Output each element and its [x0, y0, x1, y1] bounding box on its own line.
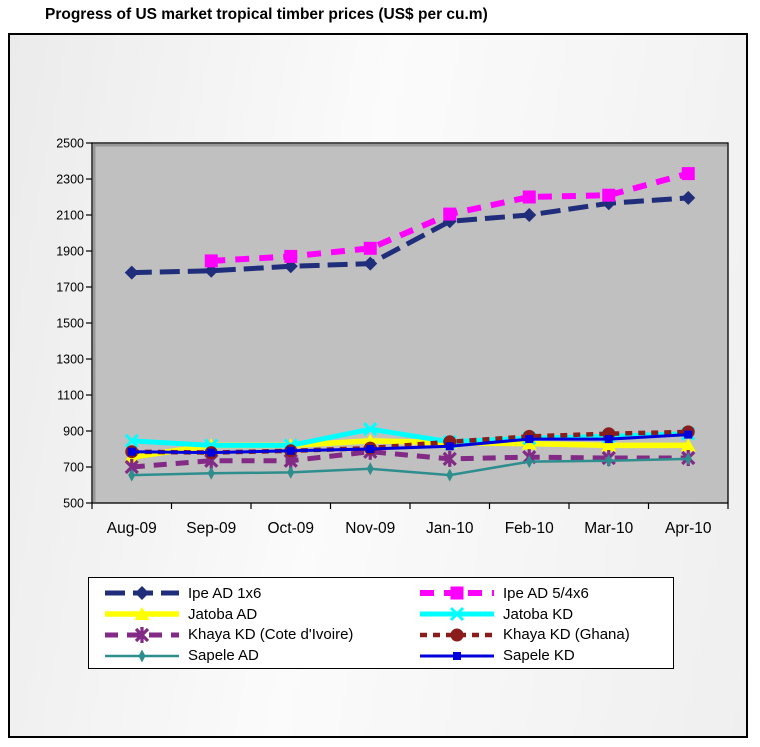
y-axis-tick-label: 500 [63, 496, 84, 510]
series-marker-vdiamond [605, 454, 613, 468]
series-marker-vdiamond [446, 468, 454, 482]
y-axis-tick-label: 2300 [56, 172, 84, 186]
series-line-jatoba-kd [131, 426, 689, 448]
y-axis-tick-label: 2500 [56, 136, 84, 150]
series-line-ipe-ad-1x6 [131, 195, 689, 276]
series-marker-square-small [684, 430, 693, 439]
series-marker-square [443, 207, 457, 221]
y-axis-tick-label: 900 [63, 424, 84, 438]
chart-title: Progress of US market tropical timber pr… [45, 6, 488, 23]
series-marker-triangle [680, 438, 696, 452]
legend-item-jatoba-kd: Jatoba KD [417, 605, 573, 623]
series-line-sapele-kd [131, 433, 689, 455]
legend-item-khaya-kd-ghana: Khaya KD (Ghana) [417, 626, 630, 644]
legend-item-ipe-ad-1x6: Ipe AD 1x6 [89, 584, 417, 602]
series-marker-vdiamond [138, 649, 146, 663]
series-marker-vdiamond [525, 455, 533, 469]
legend-line-sample-icon [420, 607, 494, 622]
legend-item-sapele-kd: Sapele KD [417, 647, 575, 665]
legend-label: Sapele KD [503, 647, 575, 665]
series-marker-square [602, 188, 616, 202]
x-axis-category-label: Nov-09 [345, 520, 395, 537]
series-marker-square [204, 254, 218, 268]
series-marker-triangle [134, 607, 150, 621]
series-line-khaya-kd-cote-d-ivoire [131, 449, 689, 470]
series-marker-diamond [522, 208, 537, 222]
x-axis-category-label: Sep-09 [186, 520, 236, 537]
series-marker-square [522, 190, 536, 204]
series-marker-triangle [601, 438, 617, 452]
legend-line-sample-icon [105, 626, 179, 643]
series-marker-diamond [363, 256, 378, 271]
series-line-sapele-ad [131, 457, 689, 477]
legend-line-sample-icon [105, 607, 179, 621]
series-marker-diamond [124, 265, 139, 280]
legend-label: Ipe AD 5/4x6 [503, 584, 589, 602]
legend-row: Ipe AD 1x6 Ipe AD 5/4x6 [89, 583, 673, 604]
y-axis-tick-label: 700 [63, 460, 84, 474]
series-marker-circle [450, 628, 464, 642]
series-marker-square-small [604, 435, 613, 444]
series-marker-vdiamond [366, 462, 374, 476]
series-marker-star [134, 626, 150, 643]
series-marker-vdiamond [287, 465, 295, 479]
series-marker-x [449, 607, 465, 622]
legend-label: Sapele AD [188, 647, 259, 665]
x-axis-category-label: Feb-10 [505, 520, 554, 537]
series-marker-x [363, 422, 378, 437]
x-axis-category-label: Aug-09 [107, 520, 157, 537]
series-marker-square [284, 249, 298, 263]
series-marker-vdiamond [207, 466, 215, 480]
y-axis-tick-label: 1100 [57, 388, 84, 402]
series-marker-x [124, 433, 139, 448]
legend-label: Jatoba KD [503, 605, 574, 623]
y-axis-tick-label: 1900 [56, 244, 84, 258]
legend-item-khaya-kd-cote-d-ivoire: Khaya KD (Cote d'Ivoire) [89, 626, 417, 644]
series-marker-square [363, 241, 377, 255]
x-axis-category-label: Jan-10 [426, 520, 474, 537]
legend-label: Khaya KD (Ghana) [503, 626, 630, 644]
legend-item-jatoba-ad: Jatoba AD [89, 605, 417, 623]
y-axis-tick-label: 2100 [56, 208, 84, 222]
series-marker-square-small [525, 435, 534, 444]
x-axis-category-label: Apr-10 [665, 520, 712, 537]
legend-line-sample-icon [420, 651, 494, 660]
series-marker-square-small [366, 445, 375, 453]
series-marker-star [442, 450, 457, 467]
legend-row: Sapele AD Sapele KD [89, 645, 673, 666]
legend-row: Khaya KD (Cote d'Ivoire) Khaya KD (Ghana) [89, 625, 673, 646]
legend-row: Jatoba AD Jatoba KD [89, 604, 673, 625]
series-marker-square-small [453, 651, 461, 660]
series-marker-vdiamond [128, 468, 136, 482]
legend-label: Ipe AD 1x6 [188, 584, 262, 602]
legend-line-sample-icon [420, 586, 494, 600]
legend-label: Khaya KD (Cote d'Ivoire) [188, 626, 354, 644]
series-marker-diamond [135, 586, 149, 601]
series-marker-square-small [127, 447, 136, 456]
legend-label: Jatoba AD [188, 605, 258, 623]
legend-line-sample-icon [420, 628, 494, 642]
series-marker-square-small [286, 446, 295, 455]
legend-item-ipe-ad-5-4x6: Ipe AD 5/4x6 [417, 584, 589, 602]
series-marker-square-small [445, 442, 454, 451]
series-marker-diamond [681, 190, 696, 205]
x-axis-category-label: Oct-09 [267, 520, 314, 537]
legend-line-sample-icon [105, 649, 179, 663]
y-axis-tick-label: 1500 [56, 316, 84, 330]
series-marker-square [681, 167, 695, 181]
series-marker-square [450, 586, 464, 600]
y-axis-tick-label: 1300 [56, 352, 84, 366]
x-axis-category-label: Mar-10 [584, 520, 633, 537]
series-marker-square-small [207, 448, 216, 457]
legend: Ipe AD 1x6 Ipe AD 5/4x6 Jatoba AD Jatoba KD… [88, 577, 674, 669]
legend-item-sapele-ad: Sapele AD [89, 647, 417, 665]
series-marker-vdiamond [684, 452, 692, 466]
legend-line-sample-icon [105, 586, 179, 601]
y-axis-tick-label: 1700 [56, 280, 84, 294]
